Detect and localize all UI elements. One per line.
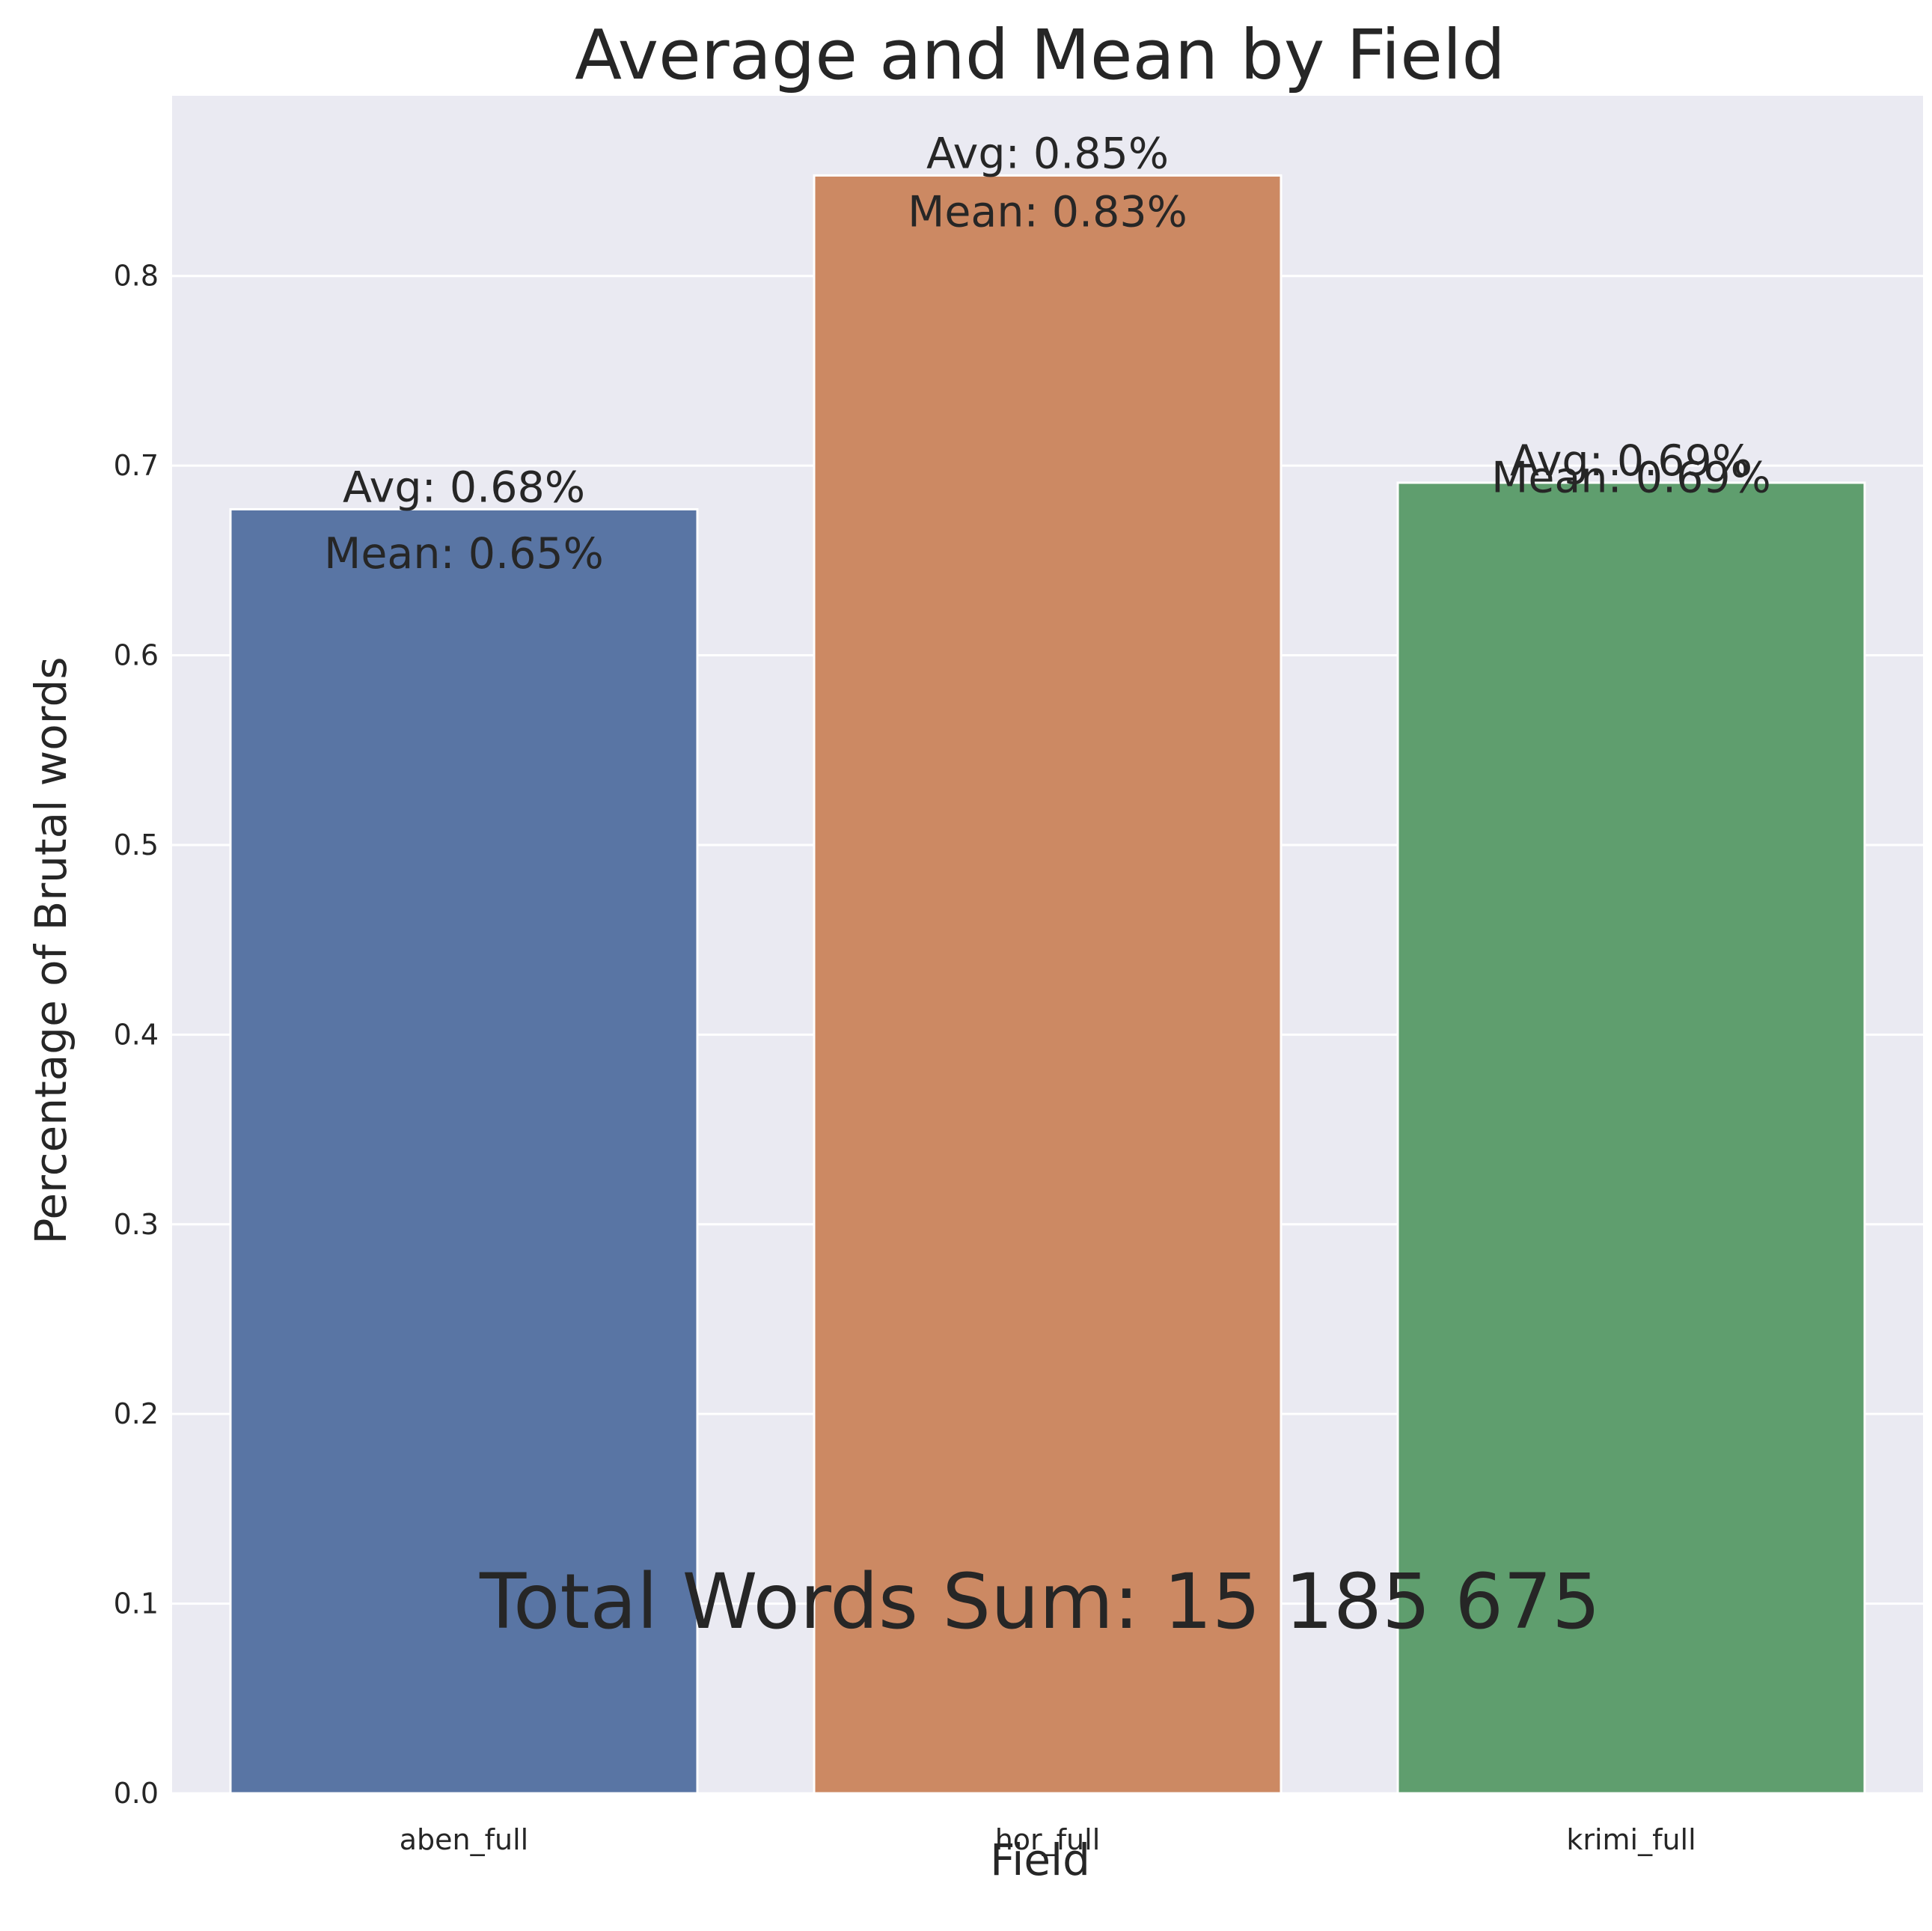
ticks: 0.0 0.1 0.2 0.3 0.4 0.5 0.6 0.7 0.8 aben_full hor_… xyxy=(114,260,1696,1856)
y-tick-label: 0.2 xyxy=(114,1397,159,1430)
bar-krimi_full xyxy=(1396,481,1866,1795)
x-tick-label: hor_full xyxy=(995,1823,1101,1856)
y-axis-label: Percentage of Brutal words xyxy=(25,656,76,1244)
avg-label: Avg: 0.69% xyxy=(1510,436,1752,486)
y-tick-label: 0.6 xyxy=(114,639,159,672)
mean-label: Mean: 0.65% xyxy=(324,529,604,579)
y-tick-label: 0.1 xyxy=(114,1587,159,1620)
x-axis-label: Field xyxy=(990,1834,1090,1885)
total-words-annotation: Total Words Sum: 15 185 675 xyxy=(479,1558,1601,1647)
mean-label: Mean: 0.69% xyxy=(1491,453,1771,502)
data-labels: Avg: 0.68% Mean: 0.65% Avg: 0.85% Mean: 0.8… xyxy=(324,129,1771,578)
y-tick-label: 0.8 xyxy=(114,260,159,293)
mean-label: Mean: 0.83% xyxy=(908,188,1187,237)
y-tick-label: 0.5 xyxy=(114,829,159,861)
y-tick-label: 0.7 xyxy=(114,449,159,482)
avg-label: Avg: 0.85% xyxy=(926,129,1169,178)
bar-hor_full xyxy=(813,174,1283,1795)
bars xyxy=(229,174,1866,1795)
avg-label: Avg: 0.68% xyxy=(343,463,585,512)
chart-title: Average and Mean by Field xyxy=(575,15,1505,95)
x-tick-label: aben_full xyxy=(400,1823,528,1856)
y-tick-label: 0.0 xyxy=(114,1777,159,1810)
bar-aben_full xyxy=(229,507,699,1795)
x-tick-label: krimi_full xyxy=(1566,1823,1696,1856)
y-tick-label: 0.3 xyxy=(114,1208,159,1241)
y-tick-label: 0.4 xyxy=(114,1018,159,1051)
